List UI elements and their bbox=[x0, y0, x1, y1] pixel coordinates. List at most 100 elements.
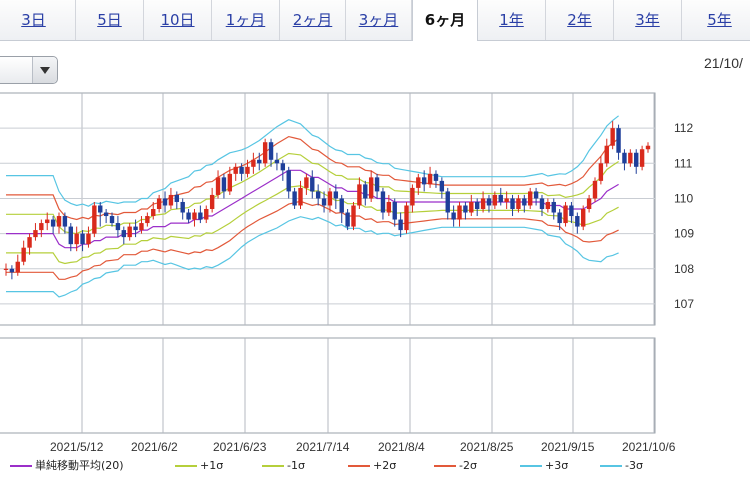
candle-body bbox=[392, 201, 397, 220]
candle-body bbox=[80, 233, 85, 245]
candle-body bbox=[92, 205, 97, 234]
candle-body bbox=[174, 194, 180, 202]
candle-body bbox=[639, 149, 645, 167]
tab-4[interactable]: 1ヶ月 bbox=[212, 0, 280, 40]
legend-label: +2σ bbox=[373, 459, 397, 472]
candle-body bbox=[598, 163, 604, 181]
candle-body bbox=[233, 166, 238, 174]
candle-body bbox=[209, 194, 215, 209]
candle-body bbox=[280, 163, 286, 171]
tab-9[interactable]: 2年 bbox=[546, 0, 614, 40]
candle-body bbox=[463, 205, 468, 213]
minus-3-sigma-line bbox=[6, 216, 619, 298]
tab-7[interactable]: 6ヶ月 bbox=[412, 0, 478, 41]
candle-body bbox=[86, 233, 91, 245]
candle-body bbox=[427, 173, 433, 185]
candle-body bbox=[516, 198, 521, 209]
candle-body bbox=[492, 194, 498, 206]
candle-body bbox=[604, 145, 609, 164]
candle-body bbox=[21, 247, 26, 262]
candle-body bbox=[522, 198, 527, 206]
candle-body bbox=[9, 268, 15, 273]
candle-body bbox=[398, 219, 403, 231]
tab-8[interactable]: 1年 bbox=[478, 0, 546, 40]
candle-body bbox=[545, 201, 551, 209]
candle-body bbox=[68, 226, 73, 245]
candle-body bbox=[115, 223, 121, 231]
x-tick-label: 2021/10/6 bbox=[622, 440, 676, 454]
candle-body bbox=[386, 201, 392, 213]
tab-5[interactable]: 2ヶ月 bbox=[280, 0, 346, 40]
candle-body bbox=[551, 201, 556, 213]
legend-swatch bbox=[520, 465, 542, 467]
candle-body bbox=[127, 226, 132, 238]
legend-item-p1: +1σ bbox=[175, 456, 223, 476]
plus-1-sigma-line bbox=[6, 152, 619, 235]
candle-body bbox=[351, 205, 356, 227]
candle-body bbox=[581, 209, 586, 227]
legend-swatch bbox=[348, 465, 370, 467]
x-tick-label: 2021/9/15 bbox=[541, 440, 595, 454]
tab-6[interactable]: 3ヶ月 bbox=[346, 0, 412, 40]
x-tick-label: 2021/6/23 bbox=[213, 440, 267, 454]
y-tick-label: 110 bbox=[674, 191, 693, 205]
candle-body bbox=[180, 201, 185, 213]
legend-item-p3: +3σ bbox=[520, 456, 568, 476]
candle-body bbox=[486, 198, 492, 206]
candle-body bbox=[368, 177, 374, 199]
legend-swatch bbox=[175, 465, 197, 467]
legend-swatch bbox=[434, 465, 456, 467]
candle-body bbox=[563, 205, 568, 224]
tab-2[interactable]: 5日 bbox=[76, 0, 144, 40]
legend-item-sma: 単純移動平均(20) bbox=[10, 456, 124, 476]
candle-body bbox=[215, 177, 221, 195]
candle-body bbox=[315, 191, 321, 199]
legend-label: +3σ bbox=[545, 459, 569, 472]
chart-type-dropdown[interactable] bbox=[0, 56, 58, 84]
candle-body bbox=[262, 142, 268, 164]
candle-body bbox=[286, 170, 291, 192]
candle-body bbox=[27, 237, 32, 248]
candle-body bbox=[433, 173, 439, 181]
period-tab-bar: 3日 5日 10日 1ヶ月 2ヶ月 3ヶ月 6ヶ月 1年 2年 3年 5年 bbox=[0, 0, 750, 41]
candle-body bbox=[575, 216, 580, 227]
candle-body bbox=[133, 226, 138, 231]
candle-body bbox=[62, 216, 68, 227]
tab-3[interactable]: 10日 bbox=[144, 0, 212, 40]
candle-body bbox=[457, 205, 462, 220]
candle-body bbox=[310, 177, 315, 192]
candle-body bbox=[98, 205, 103, 213]
tab-10[interactable]: 3年 bbox=[614, 0, 682, 40]
candle-body bbox=[156, 198, 162, 209]
tab-1[interactable]: 3日 bbox=[0, 0, 76, 40]
candle-body bbox=[204, 209, 209, 220]
candle-body bbox=[363, 184, 368, 199]
candle-body bbox=[345, 212, 350, 227]
tab-11[interactable]: 5年 bbox=[682, 0, 750, 40]
candle-body bbox=[109, 216, 115, 224]
candle-body bbox=[145, 216, 150, 224]
candle-body bbox=[15, 261, 20, 273]
candle-body bbox=[74, 233, 79, 245]
y-tick-label: 112 bbox=[674, 121, 693, 135]
plus-3-sigma-line bbox=[6, 115, 619, 207]
candle-body bbox=[592, 180, 598, 199]
legend-item-m1: -1σ bbox=[262, 456, 305, 476]
candle-body bbox=[504, 198, 509, 202]
x-tick-label: 2021/8/4 bbox=[378, 440, 425, 454]
x-tick-label: 2021/6/2 bbox=[131, 440, 178, 454]
chevron-down-icon[interactable] bbox=[32, 57, 57, 83]
legend-label: -2σ bbox=[459, 459, 477, 472]
candle-body bbox=[39, 223, 44, 231]
candle-body bbox=[239, 166, 244, 174]
candle-body bbox=[298, 187, 303, 206]
candle-body bbox=[274, 159, 280, 164]
candle-body bbox=[610, 128, 615, 146]
candle-body bbox=[251, 159, 256, 167]
candle-body bbox=[474, 201, 480, 209]
candle-body bbox=[404, 205, 409, 231]
candle-body bbox=[168, 194, 174, 206]
candle-body bbox=[357, 184, 362, 206]
candle-body bbox=[439, 180, 445, 192]
